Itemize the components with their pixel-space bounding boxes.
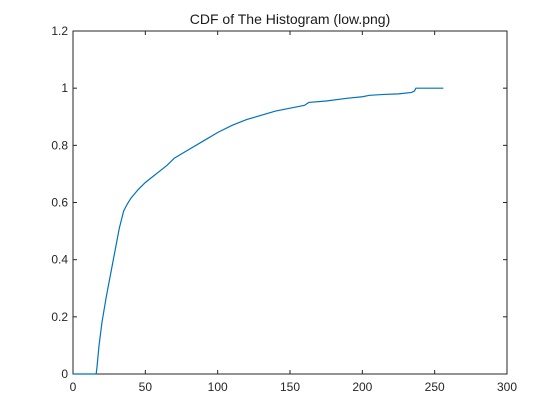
x-tick-label: 250	[425, 380, 445, 394]
plot-area	[72, 30, 508, 375]
y-tick-label: 0.8	[51, 138, 68, 152]
x-tick-label: 150	[280, 380, 300, 394]
x-tick-label: 100	[208, 380, 228, 394]
x-tick-label: 0	[70, 380, 77, 394]
x-tick-label: 200	[352, 380, 372, 394]
axis-ticks	[72, 30, 508, 375]
cdf-series-line	[73, 87, 444, 375]
y-tick-label: 1	[61, 81, 68, 95]
chart-title: CDF of The Histogram (low.png)	[190, 11, 390, 27]
y-tick-label: 0.2	[51, 310, 68, 324]
x-tick-label: 50	[139, 380, 153, 394]
y-tick-label: 1.2	[51, 24, 68, 38]
y-tick-label: 0.6	[51, 196, 68, 210]
y-tick-label: 0	[61, 367, 68, 381]
x-tick-label: 300	[497, 380, 517, 394]
y-tick-label: 0.4	[51, 253, 68, 267]
axis-tick-labels: 0 50 100 150 200 250 300 0 0.2 0.4 0.6 0.8 1 1.2	[51, 24, 517, 394]
